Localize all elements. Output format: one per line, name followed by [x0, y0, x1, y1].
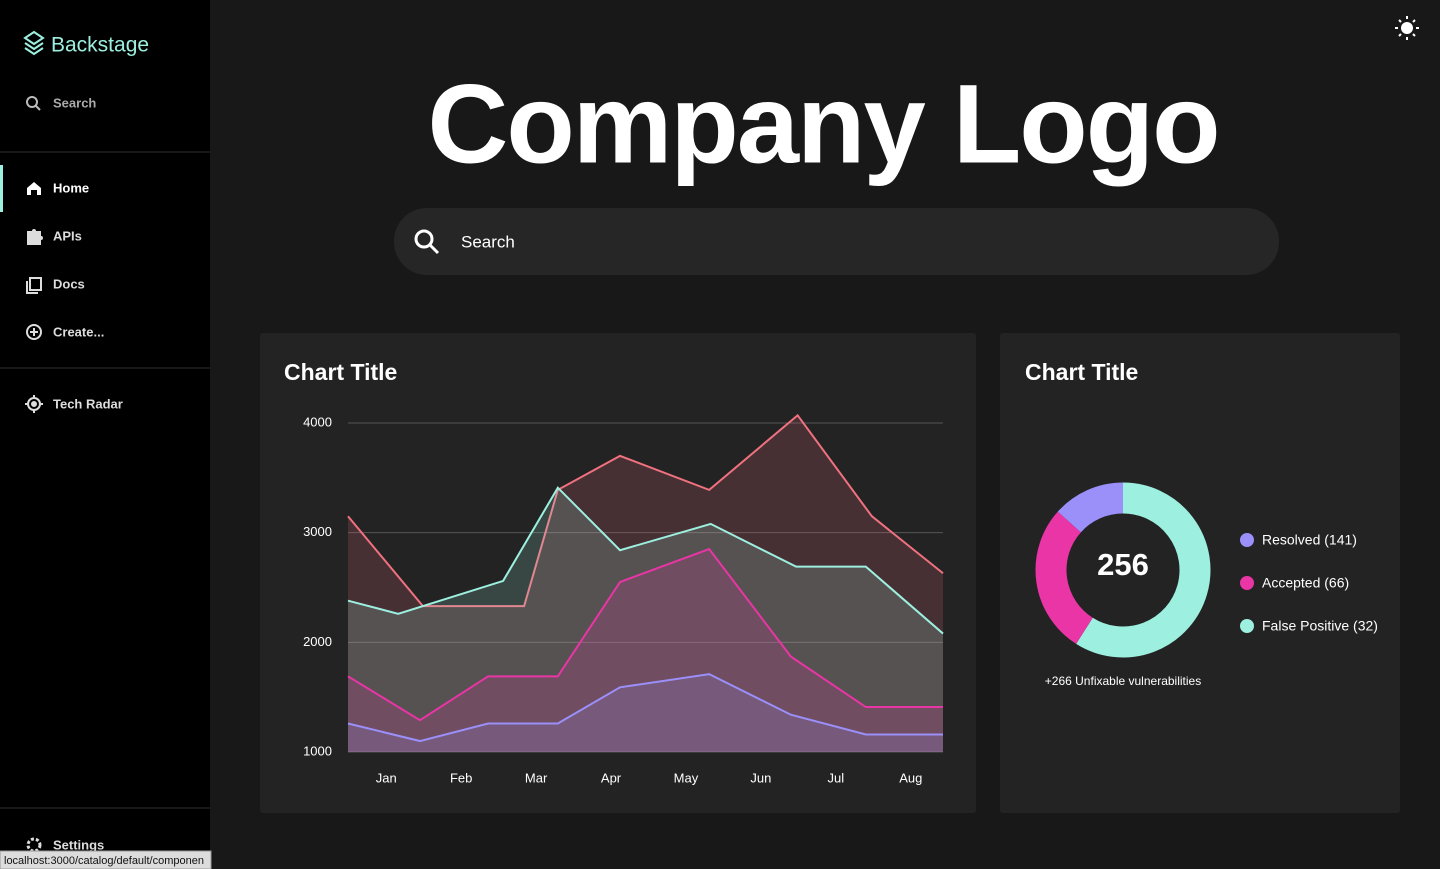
x-tick-label: Jan: [376, 770, 397, 785]
donut-segment: [1035, 511, 1094, 644]
x-tick-label: Jun: [750, 770, 771, 785]
x-tick-label: Jul: [828, 770, 845, 785]
card: [260, 333, 976, 813]
home-icon: [27, 182, 41, 195]
chart-title: Chart Title: [284, 359, 397, 385]
nav-item[interactable]: Docs: [53, 276, 85, 291]
active-indicator: [0, 165, 3, 212]
x-tick-label: Aug: [899, 770, 922, 785]
search-placeholder[interactable]: Search: [461, 232, 515, 251]
company-logo: Company Logo: [427, 62, 1218, 187]
apis-icon: [27, 229, 43, 245]
status-bar: [0, 850, 212, 869]
area-line: [347, 673, 943, 743]
area-fill: [348, 487, 943, 752]
y-tick-label: 3000: [303, 524, 332, 539]
x-tick-label: Feb: [450, 770, 472, 785]
search-icon: [26, 96, 41, 111]
donut-segment: [1076, 482, 1211, 658]
theme-toggle[interactable]: [1395, 16, 1419, 40]
area-line: [347, 413, 944, 608]
x-tick-label: May: [674, 770, 699, 785]
legend-swatch: [1240, 533, 1254, 547]
legend-swatch: [1240, 619, 1254, 633]
nav-item[interactable]: Settings: [53, 837, 104, 852]
y-tick-label: 2000: [303, 634, 332, 649]
nav-item[interactable]: Tech Radar: [53, 396, 123, 411]
sidebar: [0, 0, 210, 869]
x-tick-label: Apr: [601, 770, 622, 785]
area-fill: [348, 549, 943, 752]
nav-item[interactable]: Home: [53, 180, 89, 195]
y-tick-label: 4000: [303, 414, 332, 429]
donut-center-label: 256: [1097, 547, 1149, 582]
brand-name[interactable]: Backstage: [51, 34, 149, 57]
legend-swatch: [1240, 576, 1254, 590]
x-tick-label: Mar: [525, 770, 548, 785]
donut-segment: [1057, 482, 1124, 533]
area-line: [347, 547, 943, 722]
area-fill: [348, 674, 943, 752]
legend-label: Accepted (66): [1262, 575, 1349, 591]
area-line: [347, 486, 944, 635]
y-tick-label: 1000: [303, 743, 332, 758]
donut-footnote: +266 Unfixable vulnerabilities: [1045, 674, 1201, 688]
settings-icon: [26, 837, 42, 853]
status-url: localhost:3000/catalog/default/componen: [4, 855, 204, 867]
legend-label: Resolved (141): [1262, 532, 1357, 548]
radar-icon: [25, 395, 43, 413]
nav-item[interactable]: APIs: [53, 228, 82, 243]
docs-icon: [26, 277, 42, 294]
sidebar-search[interactable]: Search: [53, 95, 96, 110]
brand-logo-icon: [23, 30, 45, 56]
nav-item[interactable]: Create...: [53, 324, 104, 339]
legend-label: False Positive (32): [1262, 618, 1378, 634]
search-bar[interactable]: [394, 208, 1279, 275]
create-icon: [26, 324, 42, 340]
area-fill: [348, 415, 943, 752]
chart-title: Chart Title: [1025, 359, 1138, 385]
search-bar-icon: [414, 229, 440, 255]
